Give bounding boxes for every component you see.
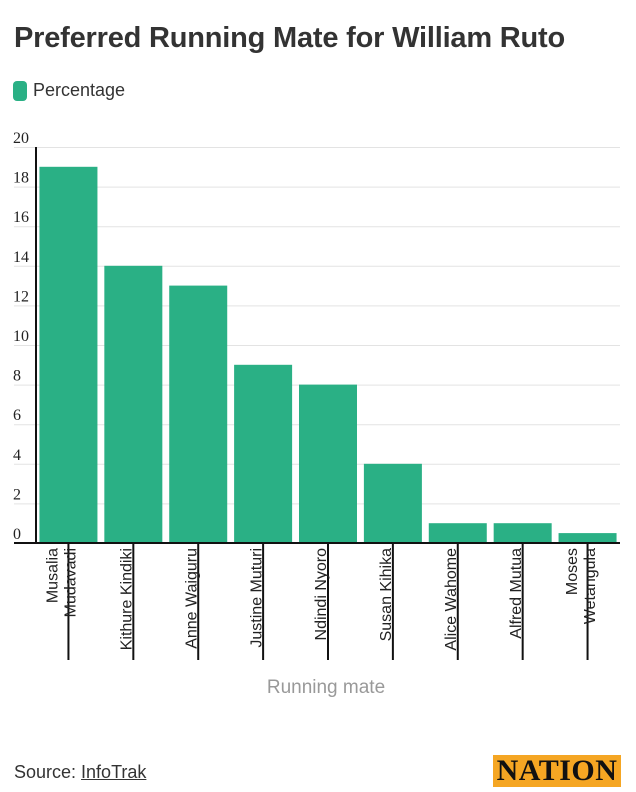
x-tick-label: Moses: [564, 548, 581, 595]
chart-legend: Percentage: [13, 80, 125, 101]
bar: [363, 463, 422, 543]
source-link[interactable]: InfoTrak: [81, 762, 147, 782]
source-prefix: Source:: [14, 762, 82, 782]
x-tick-label: Susan Kihika: [378, 548, 395, 641]
y-tick-label: 10: [13, 328, 29, 345]
x-tick-label: Ndindi Nyoro: [313, 548, 330, 641]
bar: [39, 166, 98, 544]
bar: [299, 384, 357, 543]
y-tick-label: 20: [13, 130, 29, 147]
y-tick-label: 18: [13, 170, 29, 187]
source-note: Source: InfoTrak: [14, 762, 146, 783]
chart-title: Preferred Running Mate for William Ruto: [14, 22, 566, 54]
y-tick-label: 12: [13, 288, 29, 305]
bar: [558, 533, 617, 543]
bar: [169, 285, 228, 543]
bar-chart: 0 2 4 6 8 10 12 14 16 18 20 Musalia Mudavadi Kithure …: [13, 130, 620, 698]
x-axis-title: Running mate: [267, 677, 385, 698]
x-tick-label: Anne Waiguru: [183, 548, 200, 649]
bar: [493, 523, 552, 543]
nation-logo: NATION: [493, 754, 621, 787]
y-tick-label: 0: [13, 526, 21, 543]
bar: [104, 265, 163, 543]
legend-swatch: [13, 80, 27, 101]
y-tick-label: 2: [13, 486, 21, 503]
x-tick-label: Alfred Mutua: [508, 548, 525, 639]
y-tick-label: 16: [13, 209, 29, 226]
x-tick-label: Mudavadi: [63, 548, 80, 617]
y-tick-label: 4: [13, 447, 21, 464]
legend-label: Percentage: [33, 80, 126, 100]
x-tick-label: Alice Wahome: [443, 548, 460, 651]
bar: [234, 364, 293, 543]
x-tick-label: Musalia: [45, 548, 62, 603]
y-tick-label: 14: [13, 249, 29, 266]
x-tick-label: Justine Muturi: [248, 548, 265, 648]
nation-logo-text: NATION: [496, 754, 618, 787]
bar: [428, 523, 487, 543]
x-tick-label: Wetangula: [582, 548, 599, 624]
y-tick-label: 6: [13, 407, 21, 424]
x-tick-label: Kithure Kindiki: [119, 548, 136, 650]
y-tick-label: 8: [13, 368, 21, 385]
